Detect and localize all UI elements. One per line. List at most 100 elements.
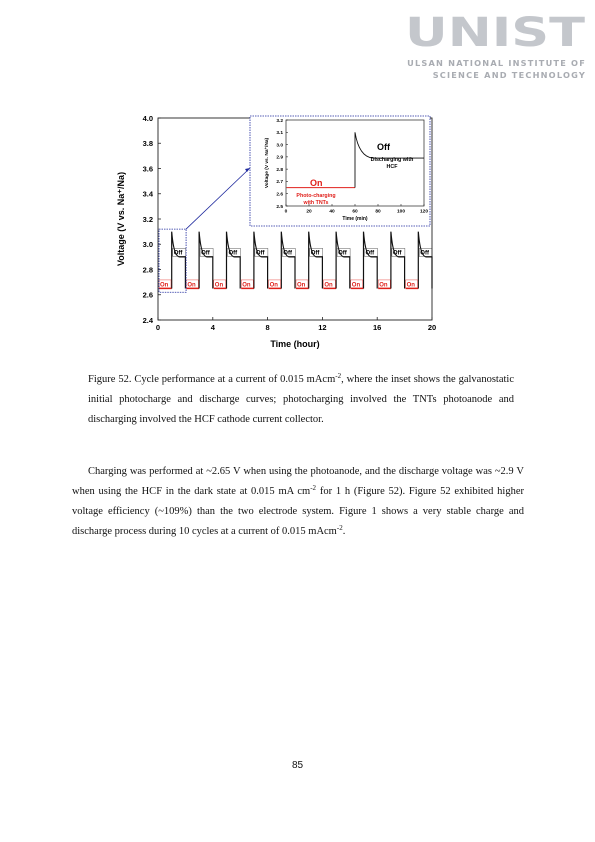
off-label-box xyxy=(391,248,406,257)
discharge-segment xyxy=(171,231,186,289)
off-label: Off xyxy=(311,250,321,256)
inset-charge-note-1: Photo-charging xyxy=(296,193,335,199)
logo-subtitle-line-1: ULSAN NATIONAL INSTITUTE OF xyxy=(407,58,586,68)
discharge-segment xyxy=(280,231,296,289)
discharge-segment xyxy=(225,231,241,289)
discharge-segment xyxy=(335,231,351,289)
off-label-box xyxy=(282,248,296,257)
body-part-3: . xyxy=(342,526,346,537)
inset-discharge-note-1: Discharging with xyxy=(371,157,414,163)
body-part-1: Charging was performed at ~2.65 V when u… xyxy=(72,466,524,497)
unist-logo: UNIST xyxy=(405,12,586,52)
off-label-box xyxy=(336,248,351,257)
off-label: Off xyxy=(201,250,211,256)
on-label-box xyxy=(240,279,254,289)
on-label: On xyxy=(324,282,333,288)
caption-part-2: , where the inset shows the galvanostati… xyxy=(88,374,515,425)
y-tick-label: 3.0 xyxy=(143,240,153,249)
x-tick-label: 16 xyxy=(373,323,381,332)
inset-x-tick-label: 0 xyxy=(285,209,288,215)
inset-x-tick-label: 60 xyxy=(352,209,358,215)
on-label-box xyxy=(405,279,418,289)
off-label-box xyxy=(254,248,269,257)
y-tick-label: 3.2 xyxy=(143,215,153,224)
logo-wordmark: UNIST xyxy=(405,12,586,52)
inset-discharge-note-2: HCF xyxy=(387,164,399,170)
inset-x-tick-label: 20 xyxy=(306,209,312,215)
on-label: On xyxy=(297,282,306,288)
off-label-box xyxy=(199,248,214,257)
discharge-segment xyxy=(308,231,323,289)
x-axis-label: Time (hour) xyxy=(270,339,319,349)
body-paragraph: Charging was performed at ~2.65 V when u… xyxy=(72,462,524,542)
inset-on-label: On xyxy=(310,178,323,188)
inset-arrow xyxy=(185,167,251,230)
on-label-box xyxy=(350,279,364,289)
discharge-segment xyxy=(390,231,406,289)
inset-y-tick-label: 2.6 xyxy=(276,192,283,198)
off-label: Off xyxy=(338,250,348,256)
on-label: On xyxy=(242,282,251,288)
on-label-box xyxy=(186,279,199,289)
inset-y-tick-label: 2.9 xyxy=(276,155,283,161)
y-tick-label: 2.6 xyxy=(143,291,153,300)
x-tick-label: 4 xyxy=(211,323,216,332)
on-label: On xyxy=(352,282,361,288)
on-label-box xyxy=(268,279,281,289)
discharge-segment xyxy=(362,231,378,289)
off-label-box xyxy=(227,248,241,257)
on-label-box xyxy=(213,279,227,289)
body-superscript-2: -2 xyxy=(336,524,343,532)
x-tick-label: 0 xyxy=(156,323,160,332)
inset-arrowhead xyxy=(245,168,250,172)
on-label-box xyxy=(323,279,336,289)
inset-y-tick-label: 2.5 xyxy=(276,204,283,210)
off-label: Off xyxy=(283,250,293,256)
on-label: On xyxy=(407,282,416,288)
inset-x-tick-label: 120 xyxy=(420,209,428,215)
first-cycle-highlight xyxy=(158,228,187,293)
discharge-segment xyxy=(417,231,433,289)
inset-x-tick-label: 100 xyxy=(397,209,405,215)
on-label: On xyxy=(270,282,279,288)
inset-off-label: Off xyxy=(377,142,391,152)
off-label: Off xyxy=(393,250,403,256)
caption-part-1: Figure 52. Cycle performance at a curren… xyxy=(88,374,336,385)
caption-superscript: -2 xyxy=(335,372,342,380)
inset-x-tick-label: 80 xyxy=(375,209,381,215)
body-superscript-1: -2 xyxy=(310,484,317,492)
inset-y-tick-label: 2.8 xyxy=(276,167,283,173)
off-label-box xyxy=(309,248,323,257)
x-tick-label: 8 xyxy=(266,323,270,332)
inset-x-axis-label: Time (min) xyxy=(342,216,368,222)
off-label-box xyxy=(419,248,433,257)
discharge-segment xyxy=(253,231,269,289)
cycle-performance-chart: 2.4 2.6 2.8 3.0 3.2 3.4 3.6 3.8 4.0 0 4 8 12 16 20 Time… xyxy=(116,114,436,349)
on-label: On xyxy=(215,282,224,288)
off-label: Off xyxy=(229,250,239,256)
y-tick-label: 3.8 xyxy=(143,139,153,148)
y-tick-label: 2.8 xyxy=(143,265,153,274)
inset-y-tick-label: 3.0 xyxy=(276,142,283,148)
inset-x-tick-label: 40 xyxy=(329,209,335,215)
logo-subtitle-line-2: SCIENCE AND TECHNOLOGY xyxy=(432,70,586,80)
off-label: Off xyxy=(366,250,376,256)
y-tick-label: 3.4 xyxy=(143,190,154,199)
off-label: Off xyxy=(256,250,266,256)
inset-frame xyxy=(249,115,431,227)
logo-letters: UNIST xyxy=(405,12,586,52)
discharge-segment xyxy=(198,231,214,289)
off-label-box xyxy=(364,248,378,257)
y-tick-label: 4.0 xyxy=(143,114,153,123)
y-axis-label: Voltage (V vs. Na⁺/Na) xyxy=(116,172,126,266)
on-label: On xyxy=(379,282,388,288)
off-label: Off xyxy=(174,250,184,256)
inset-y-tick-label: 3.1 xyxy=(276,130,283,136)
x-tick-label: 12 xyxy=(318,323,326,332)
inset-discharge-curve xyxy=(354,132,424,188)
x-tick-label: 20 xyxy=(428,323,436,332)
inset-y-axis-label: Voltage (V vs. Na⁺/Na) xyxy=(264,138,270,189)
on-label-box xyxy=(378,279,391,289)
page-number: 85 xyxy=(291,760,304,771)
inset-y-tick-label: 3.2 xyxy=(276,118,283,124)
